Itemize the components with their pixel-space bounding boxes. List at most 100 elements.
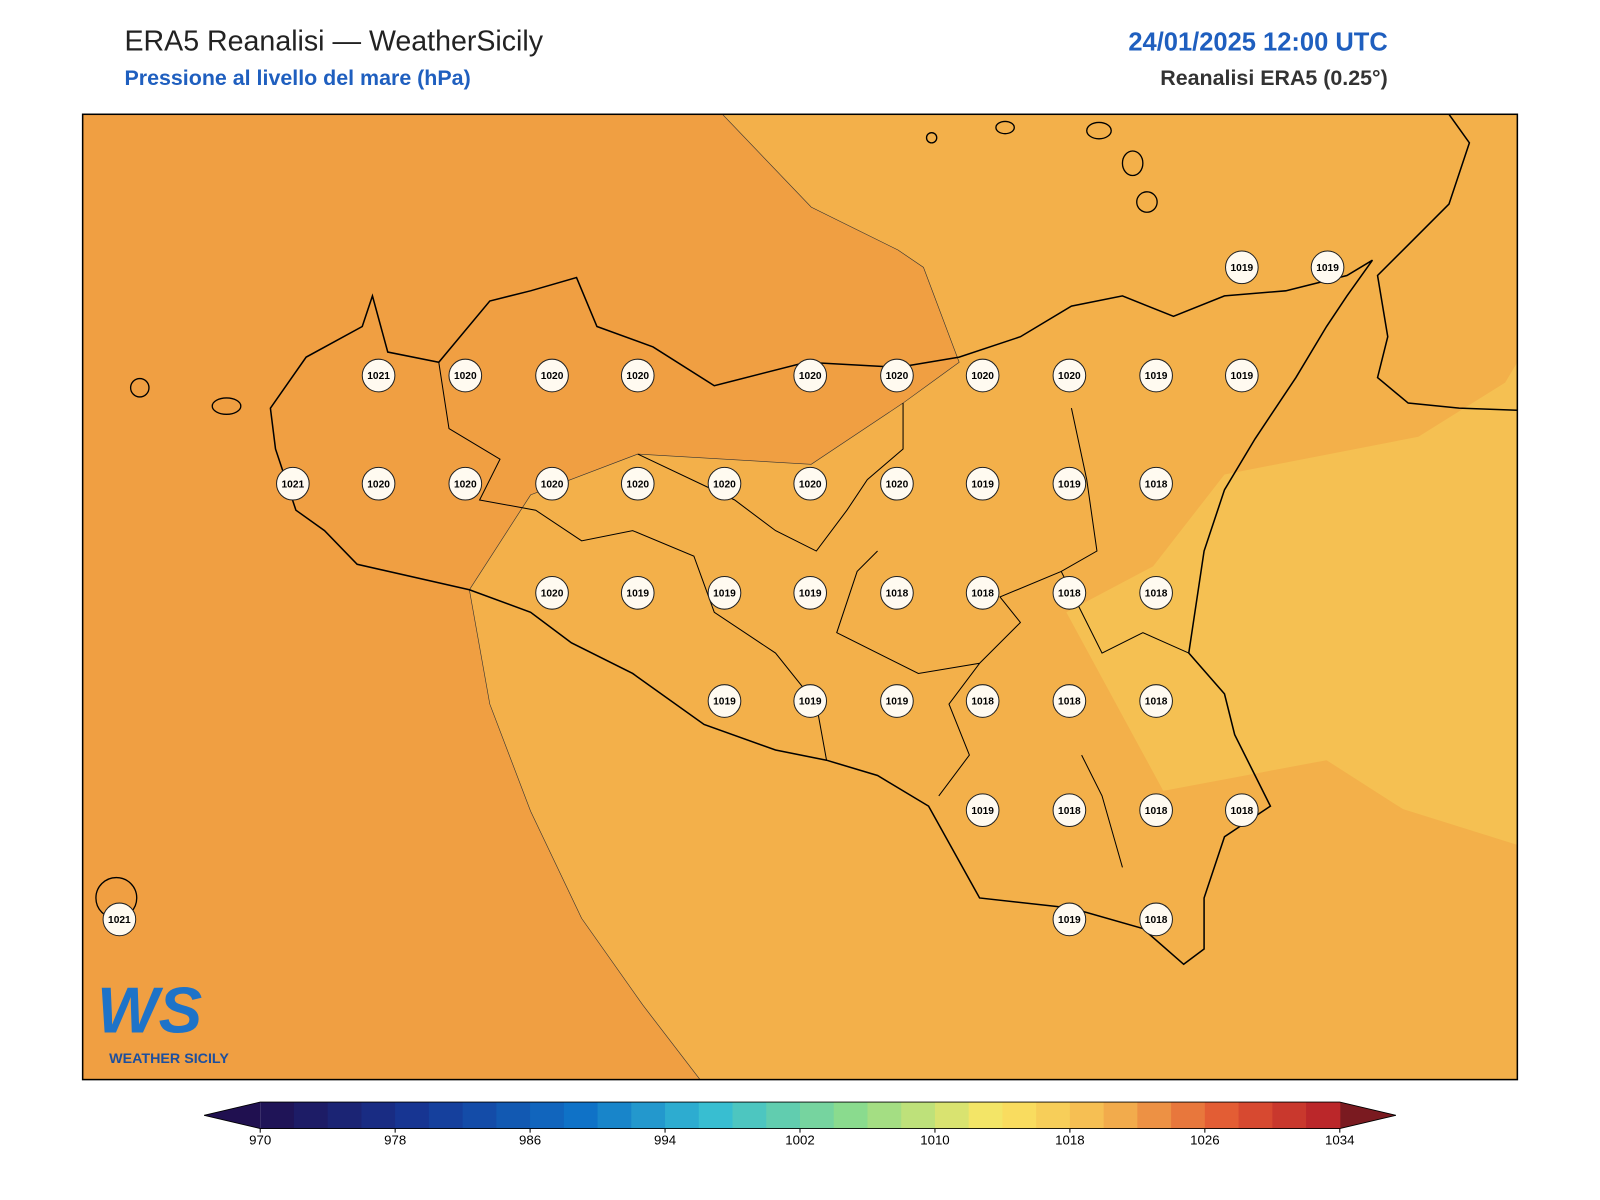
station-value: 1018 [1058,806,1081,817]
colorbar-bin [327,1102,362,1129]
colorbar-bin [293,1102,329,1129]
colorbar-bin [462,1102,497,1129]
station-marker [707,466,742,501]
station-value: 1018 [1231,806,1254,817]
station-marker [1225,793,1259,828]
colorbar-bin [1306,1102,1341,1129]
islands [95,120,1158,920]
station-marker [1052,902,1087,937]
colorbar-bin [597,1102,632,1129]
station-marker [1052,576,1087,610]
logo-mark: WS [97,974,202,1047]
station-value: 1019 [626,589,649,600]
colorbar-tick-label: 978 [384,1132,406,1147]
station-value: 1019 [1231,263,1254,274]
colorbar-bin [1002,1102,1037,1129]
colorbar-bin [361,1102,396,1129]
station-value: 1020 [1058,371,1081,382]
station-value: 1018 [1058,697,1081,708]
colorbar-bin [934,1102,970,1129]
station-marker [276,466,310,501]
colorbar-tick-label: 994 [654,1132,676,1147]
colorbar-bin [968,1102,1003,1129]
station-marker [1139,358,1173,393]
source: Reanalisi ERA5 (0.25°) [1160,66,1387,90]
station-value: 1021 [108,915,131,926]
station-value: 1020 [886,479,909,490]
colorbar-tick-label: 1010 [920,1132,949,1147]
station-value: 1018 [1145,915,1168,926]
station-value: 1019 [1316,263,1339,274]
colorbar-bin [631,1102,666,1129]
station-marker [1139,576,1173,610]
station-value: 1019 [713,697,736,708]
station-value: 1019 [799,697,822,708]
colorbar-bin [428,1102,464,1129]
station-value: 1020 [367,479,390,490]
station-value: 1020 [541,479,564,490]
station-marker [1052,358,1087,393]
colorbar-tick-label: 1018 [1055,1132,1084,1147]
station-marker [793,576,828,610]
station-marker [102,902,137,937]
colorbar-bin [732,1102,767,1129]
station-value: 1020 [886,371,909,382]
station-marker [620,358,655,393]
datetime: 24/01/2025 12:00 UTC [1128,29,1387,57]
station-value: 1018 [886,589,909,600]
logo-name: WEATHER SICILY [109,1051,229,1067]
station-marker [965,358,1000,393]
station-marker [535,576,569,610]
station-value: 1020 [541,371,564,382]
logo: WS WEATHER SICILY [97,974,229,1067]
station-value: 1020 [626,371,649,382]
station-value: 1020 [713,479,736,490]
station-marker [880,576,914,610]
station-marker [880,358,914,393]
colorbar-extend-high [1339,1102,1396,1129]
station-marker [880,684,914,718]
station-value: 1019 [971,479,994,490]
subtitle: Pressione al livello del mare (hPa) [124,66,470,90]
colorbar: 970 978 986 994 1002 1010 1018 1026 1034 [203,1101,1397,1147]
station-value: 1018 [971,589,994,600]
station-value: 1020 [799,479,822,490]
station-marker [793,466,828,501]
station-marker [448,358,483,393]
station-marker [361,466,396,501]
station-marker [535,466,569,501]
province-borders [438,362,1189,868]
station-value: 1020 [454,371,477,382]
station-value: 1019 [1058,915,1081,926]
colorbar-bin [1171,1102,1206,1129]
colorbar-bin [395,1102,430,1129]
station-marker [1310,250,1345,285]
colorbar-bin [800,1102,835,1129]
station-value: 1020 [454,479,477,490]
station-value: 1020 [626,479,649,490]
colorbar-bin [698,1102,734,1129]
station-value: 1020 [799,371,822,382]
station-value: 1019 [886,697,909,708]
station-marker [1139,684,1173,718]
map-area: 1019 1019 1021 1020 1020 1020 1020 1020 1020 1020… [81,113,1519,1081]
colorbar-tick-label: 970 [249,1132,271,1147]
station-value: 1018 [1145,806,1168,817]
colorbar-bin [1069,1102,1105,1129]
station-marker [620,576,655,610]
station-marker [620,466,655,501]
station-marker [880,466,914,501]
station-value: 1019 [1231,371,1254,382]
station-value: 1020 [971,371,994,382]
station-value: 1021 [367,371,390,382]
colorbar-bin [1238,1102,1273,1129]
colorbar-bin [563,1102,599,1129]
station-value: 1019 [1145,371,1168,382]
colorbar-tick-label: 1026 [1190,1132,1219,1147]
station-value: 1018 [971,697,994,708]
station-value: 1018 [1145,479,1168,490]
station-value: 1019 [971,806,994,817]
station-marker [1052,793,1087,828]
station-marker [1139,466,1173,501]
